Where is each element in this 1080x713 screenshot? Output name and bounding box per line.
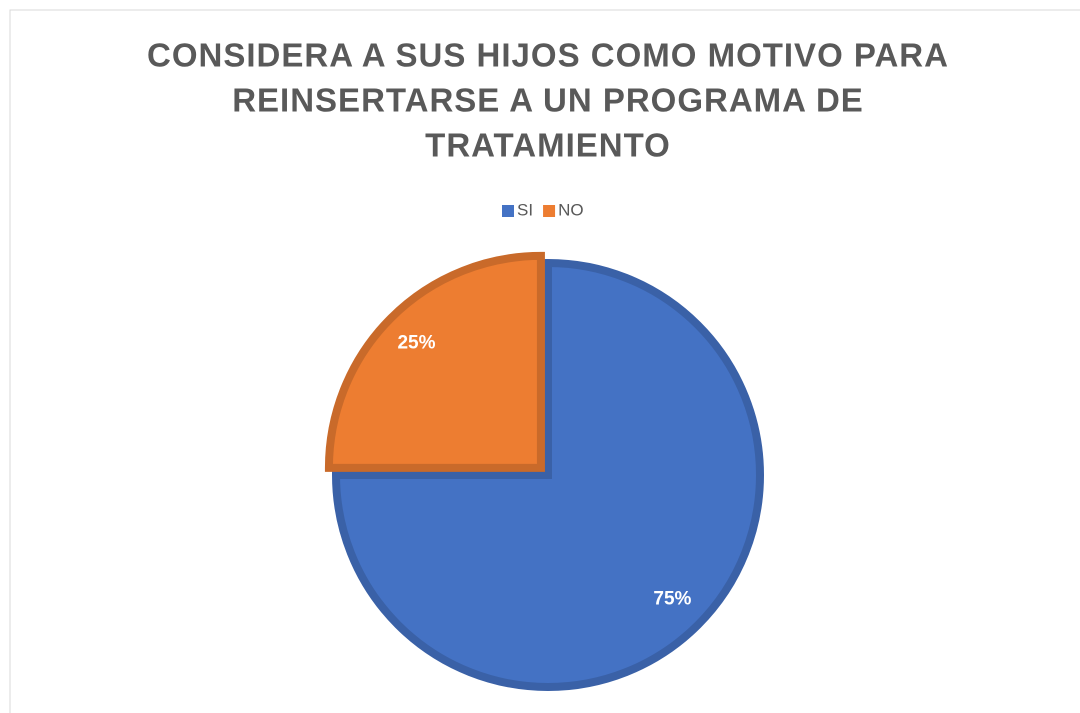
legend-label: NO	[558, 200, 584, 219]
legend-label: SI	[517, 200, 533, 219]
chart-title: CONSIDERA A SUS HIJOS COMO MOTIVO PARA	[147, 37, 949, 74]
chart-title: REINSERTARSE A UN PROGRAMA DE	[232, 82, 864, 119]
chart-title: TRATAMIENTO	[425, 127, 671, 164]
legend-swatch	[502, 205, 514, 217]
pie-slice	[324, 251, 545, 472]
legend-swatch	[543, 205, 556, 217]
data-label: 25%	[397, 333, 435, 354]
data-label: 75%	[653, 588, 691, 609]
pie-slice	[331, 258, 764, 691]
